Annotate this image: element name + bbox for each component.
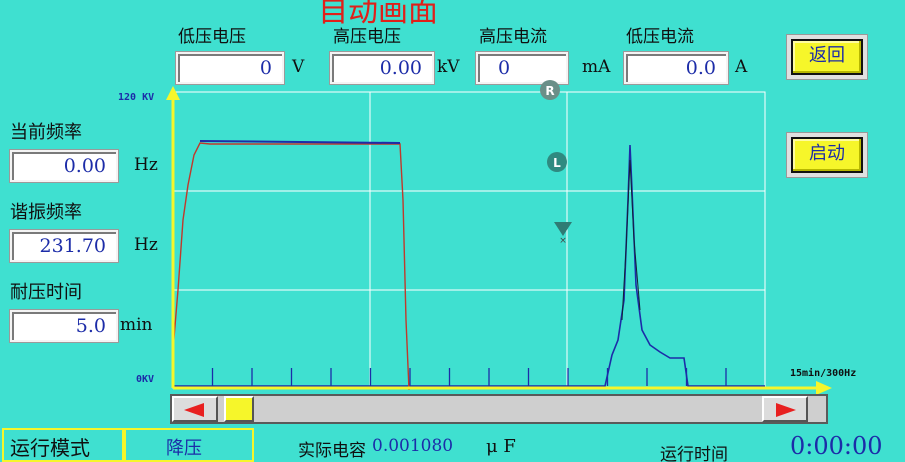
arrow-right-icon	[776, 403, 796, 417]
mode-value-box: 降压	[124, 428, 254, 462]
y-axis-arrow	[166, 86, 180, 100]
runtime-value: 0:00:00	[790, 432, 883, 460]
high-current-label: 高压电流	[479, 27, 547, 47]
high-voltage-field[interactable]: 0.00	[330, 52, 434, 84]
back-button[interactable]: 返回	[791, 39, 863, 75]
marker-l-text: L	[553, 156, 561, 170]
start-button-frame: 启动	[786, 132, 868, 178]
scroll-left-button[interactable]	[172, 396, 218, 422]
x-axis-arrow	[816, 381, 832, 395]
back-button-frame: 返回	[786, 34, 868, 80]
current-frequency-label: 当前频率	[10, 122, 82, 143]
chart-grid	[172, 91, 766, 389]
low-current-label: 低压电流	[626, 27, 694, 47]
scrollbar-track[interactable]	[170, 394, 828, 424]
runtime-label: 运行时间	[660, 445, 728, 462]
scroll-right-button[interactable]	[762, 396, 808, 422]
current-frequency-field[interactable]: 0.00	[10, 150, 118, 182]
mode-value: 降压	[166, 438, 202, 459]
y-min-label: 0KV	[136, 374, 155, 385]
frequency-dark-overlay	[621, 159, 641, 321]
low-current-unit: A	[735, 57, 748, 77]
high-current-field[interactable]: 0	[476, 52, 568, 84]
x-ticks	[211, 368, 727, 386]
resonance-frequency-unit: Hz	[134, 235, 158, 255]
x-max-label: 15min/300Hz	[790, 368, 857, 379]
low-voltage-unit: V	[292, 57, 305, 77]
mode-label: 运行模式	[10, 436, 90, 460]
high-voltage-unit: kV	[437, 57, 460, 77]
low-voltage-field[interactable]: 0	[176, 52, 284, 84]
current-frequency-unit: Hz	[134, 155, 158, 175]
scroll-thumb[interactable]	[224, 396, 254, 422]
marker-l	[547, 152, 567, 172]
y-max-label: 120 KV	[118, 92, 155, 103]
frequency-plateau	[199, 140, 401, 144]
chart-frame	[172, 91, 766, 389]
resonance-frequency-label: 谐振频率	[10, 202, 82, 223]
capacitance-label: 实际电容	[298, 441, 366, 461]
arrow-left-icon	[184, 403, 204, 417]
capacitance-unit: μ F	[486, 436, 516, 457]
low-current-field[interactable]: 0.0	[624, 52, 728, 84]
frequency-baseline	[173, 144, 765, 387]
screen-title: 自动画面	[318, 0, 438, 29]
resonance-frequency-field[interactable]: 231.70	[10, 230, 118, 262]
start-button[interactable]: 启动	[791, 137, 863, 173]
withstand-time-unit: min	[120, 315, 153, 335]
capacitance-value: 0.001080	[372, 436, 454, 456]
low-voltage-label: 低压电压	[178, 27, 246, 47]
cursor-marker	[554, 222, 572, 236]
withstand-time-field[interactable]: 5.0	[10, 310, 118, 342]
voltage-curve	[172, 142, 410, 391]
high-current-unit: mA	[582, 57, 611, 77]
marker-r	[540, 80, 560, 100]
withstand-time-label: 耐压时间	[10, 282, 82, 303]
mode-label-box: 运行模式	[2, 428, 124, 462]
high-voltage-label: 高压电压	[333, 27, 401, 47]
cursor-point: ×	[559, 236, 567, 246]
marker-r-text: R	[545, 84, 554, 98]
